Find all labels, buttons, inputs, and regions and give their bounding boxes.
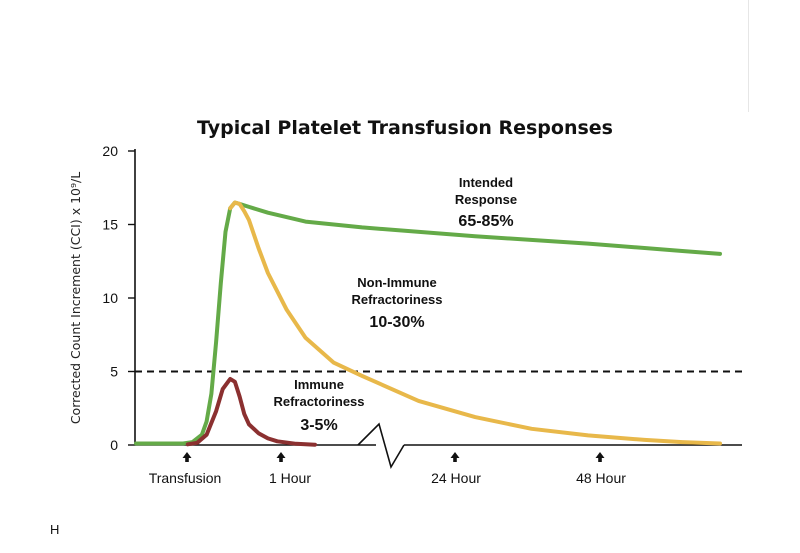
y-axis-label: Corrected Count Increment (CCI) x 10⁹/L (68, 172, 83, 424)
intended-response-line (134, 200, 722, 446)
series-layer (134, 200, 722, 447)
time-marker-arrow (450, 452, 460, 462)
image-edge-line (748, 0, 749, 112)
immune-label: Refractoriness (273, 394, 364, 409)
non-immune-label: Non-Immune (357, 275, 436, 290)
non-immune-line (228, 200, 722, 446)
intended-response-percent: 65-85% (458, 213, 513, 230)
time-marker-label: 48 Hour (576, 470, 626, 486)
time-marker-arrow (182, 452, 192, 462)
y-tick-label: 10 (102, 290, 118, 306)
time-marker-arrow (276, 452, 286, 462)
non-immune-label: Refractoriness (351, 292, 442, 307)
axis-break-mark (357, 422, 405, 470)
annotation-layer: Intended Response 65-85% Non-Immune Refracto… (273, 175, 517, 434)
immune-label: Immune (294, 377, 344, 392)
intended-response-label: Intended (459, 175, 513, 190)
y-tick-label: 20 (102, 143, 118, 159)
immune-line (185, 376, 317, 447)
immune-percent: 3-5% (300, 417, 337, 434)
intended-response-label: Response (455, 192, 517, 207)
y-tick-label: 15 (102, 217, 118, 233)
time-marker-arrow (595, 452, 605, 462)
time-marker-label: 1 Hour (269, 470, 311, 486)
y-tick-label: 5 (110, 364, 118, 380)
axes: 20 15 10 5 0 Transfusion 1 Hour 24 Hour 48 Hour (102, 143, 742, 486)
chart-title: Typical Platelet Transfusion Responses (197, 117, 613, 139)
time-marker-label: Transfusion (149, 470, 222, 486)
time-marker-label: 24 Hour (431, 470, 481, 486)
corner-letter: H (50, 522, 60, 537)
y-tick-label: 0 (110, 437, 118, 453)
non-immune-percent: 10-30% (369, 314, 424, 331)
